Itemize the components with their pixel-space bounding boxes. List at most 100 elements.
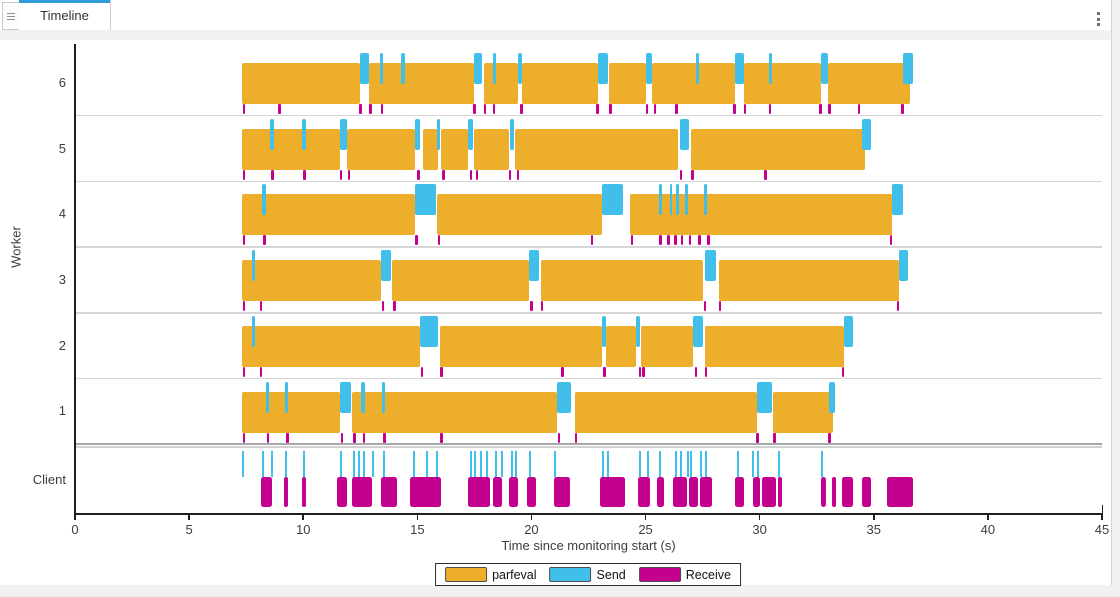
receive-mark[interactable] bbox=[437, 235, 441, 246]
client-receive-mark[interactable] bbox=[688, 477, 699, 507]
client-send-mark[interactable] bbox=[494, 451, 497, 477]
receive-mark[interactable] bbox=[369, 104, 372, 114]
client-send-mark[interactable] bbox=[675, 451, 678, 477]
send-mark[interactable] bbox=[492, 53, 497, 84]
client-send-mark[interactable] bbox=[757, 451, 760, 477]
client-send-mark[interactable] bbox=[500, 451, 503, 477]
parfeval-bar[interactable] bbox=[540, 260, 703, 302]
receive-mark[interactable] bbox=[242, 169, 246, 180]
client-send-mark[interactable] bbox=[602, 451, 605, 477]
receive-mark[interactable] bbox=[415, 235, 418, 246]
client-send-mark[interactable] bbox=[690, 451, 693, 477]
client-send-mark[interactable] bbox=[515, 451, 518, 477]
receive-mark[interactable] bbox=[393, 301, 396, 312]
receive-mark[interactable] bbox=[508, 169, 512, 180]
send-mark[interactable] bbox=[829, 381, 835, 413]
receive-mark[interactable] bbox=[688, 235, 692, 246]
receive-mark[interactable] bbox=[347, 169, 351, 180]
send-mark[interactable] bbox=[251, 250, 256, 282]
receive-mark[interactable] bbox=[828, 432, 831, 443]
tab-timeline[interactable]: Timeline bbox=[19, 0, 111, 30]
client-receive-mark[interactable] bbox=[734, 477, 744, 507]
receive-mark[interactable] bbox=[469, 169, 473, 180]
client-send-mark[interactable] bbox=[371, 451, 374, 477]
parfeval-bar[interactable] bbox=[392, 260, 530, 302]
client-receive-mark[interactable] bbox=[672, 477, 687, 507]
send-mark[interactable] bbox=[381, 381, 386, 413]
receive-mark[interactable] bbox=[889, 235, 893, 246]
client-send-mark[interactable] bbox=[262, 451, 265, 477]
receive-mark[interactable] bbox=[679, 169, 683, 180]
send-mark[interactable] bbox=[892, 184, 904, 216]
client-send-mark[interactable] bbox=[700, 451, 703, 477]
client-receive-mark[interactable] bbox=[752, 477, 760, 507]
receive-mark[interactable] bbox=[667, 235, 670, 246]
receive-mark[interactable] bbox=[707, 235, 710, 246]
client-send-mark[interactable] bbox=[686, 451, 689, 477]
receive-mark[interactable] bbox=[440, 432, 443, 443]
receive-mark[interactable] bbox=[857, 104, 861, 114]
legend-item-parfeval[interactable]: parfeval bbox=[445, 567, 537, 582]
receive-mark[interactable] bbox=[381, 301, 385, 312]
send-mark[interactable] bbox=[265, 381, 269, 413]
send-mark[interactable] bbox=[262, 184, 266, 216]
send-mark[interactable] bbox=[529, 250, 540, 282]
send-mark[interactable] bbox=[379, 53, 384, 84]
send-mark[interactable] bbox=[645, 53, 653, 84]
client-receive-mark[interactable] bbox=[761, 477, 776, 507]
receive-mark[interactable] bbox=[359, 104, 362, 114]
receive-mark[interactable] bbox=[691, 169, 694, 180]
receive-mark[interactable] bbox=[278, 104, 281, 114]
receive-mark[interactable] bbox=[380, 104, 384, 114]
receive-mark[interactable] bbox=[417, 169, 420, 180]
client-send-mark[interactable] bbox=[362, 451, 365, 477]
parfeval-bar[interactable] bbox=[629, 194, 893, 236]
receive-mark[interactable] bbox=[819, 104, 822, 114]
receive-mark[interactable] bbox=[266, 432, 270, 443]
receive-mark[interactable] bbox=[653, 104, 657, 114]
parfeval-bar[interactable] bbox=[773, 391, 833, 433]
parfeval-bar[interactable] bbox=[828, 63, 911, 104]
parfeval-bar[interactable] bbox=[515, 128, 678, 170]
receive-mark[interactable] bbox=[896, 301, 900, 312]
parfeval-bar[interactable] bbox=[718, 260, 899, 302]
client-receive-mark[interactable] bbox=[656, 477, 664, 507]
client-receive-mark[interactable] bbox=[283, 477, 289, 507]
receive-mark[interactable] bbox=[540, 301, 544, 312]
send-mark[interactable] bbox=[703, 184, 707, 216]
parfeval-bar[interactable] bbox=[423, 128, 438, 170]
receive-mark[interactable] bbox=[516, 169, 520, 180]
receive-mark[interactable] bbox=[242, 301, 246, 312]
send-mark[interactable] bbox=[339, 381, 352, 413]
parfeval-bar[interactable] bbox=[704, 325, 845, 367]
client-send-mark[interactable] bbox=[606, 451, 609, 477]
send-mark[interactable] bbox=[302, 118, 306, 150]
receive-mark[interactable] bbox=[263, 235, 266, 246]
client-receive-mark[interactable] bbox=[526, 477, 536, 507]
send-mark[interactable] bbox=[556, 381, 572, 413]
receive-mark[interactable] bbox=[603, 366, 606, 377]
client-send-mark[interactable] bbox=[357, 451, 360, 477]
client-receive-mark[interactable] bbox=[467, 477, 491, 507]
client-send-mark[interactable] bbox=[736, 451, 739, 477]
receive-mark[interactable] bbox=[743, 104, 747, 114]
receive-mark[interactable] bbox=[383, 432, 386, 443]
legend-item-send[interactable]: Send bbox=[549, 567, 626, 582]
receive-mark[interactable] bbox=[420, 366, 424, 377]
client-send-mark[interactable] bbox=[383, 451, 386, 477]
send-mark[interactable] bbox=[679, 118, 689, 150]
client-send-mark[interactable] bbox=[242, 451, 245, 477]
receive-mark[interactable] bbox=[659, 235, 662, 246]
client-send-mark[interactable] bbox=[554, 451, 557, 477]
receive-mark[interactable] bbox=[339, 169, 343, 180]
send-mark[interactable] bbox=[597, 53, 608, 84]
send-mark[interactable] bbox=[361, 381, 365, 413]
send-mark[interactable] bbox=[339, 118, 347, 150]
receive-mark[interactable] bbox=[590, 235, 594, 246]
client-receive-mark[interactable] bbox=[508, 477, 518, 507]
parfeval-bar[interactable] bbox=[352, 391, 557, 433]
receive-mark[interactable] bbox=[530, 301, 533, 312]
client-receive-mark[interactable] bbox=[492, 477, 502, 507]
client-send-mark[interactable] bbox=[469, 451, 472, 477]
parfeval-bar[interactable] bbox=[652, 63, 735, 104]
